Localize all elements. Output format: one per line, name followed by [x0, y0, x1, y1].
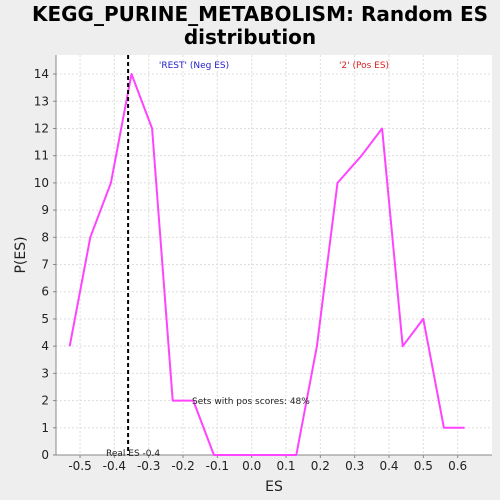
y-tick-label: 12: [34, 121, 49, 135]
y-tick-label: 0: [41, 448, 49, 462]
pos-scores-label: Sets with pos scores: 48%: [192, 397, 310, 407]
x-tick-label: -0.3: [137, 459, 160, 473]
x-tick-label: -0.5: [68, 459, 91, 473]
x-tick-label: 0.2: [311, 459, 330, 473]
y-tick-label: 11: [34, 149, 49, 163]
x-tick-label: 0.6: [448, 459, 467, 473]
chart-title-line1: KEGG_PURINE_METABOLISM: Random ES: [32, 2, 488, 26]
x-tick-label: -0.2: [171, 459, 194, 473]
x-tick-label: 0.3: [345, 459, 364, 473]
x-tick-label: 0.5: [414, 459, 433, 473]
y-tick-label: 4: [41, 339, 49, 353]
real-es-label: Real ES -0.4: [106, 449, 160, 459]
y-tick-label: 7: [41, 258, 49, 272]
y-tick-label: 5: [41, 312, 49, 326]
y-axis-label: P(ES): [13, 236, 29, 273]
y-tick-label: 2: [41, 394, 49, 408]
x-axis-label: ES: [265, 479, 283, 495]
y-tick-label: 10: [34, 176, 49, 190]
y-tick-label: 8: [41, 230, 49, 244]
y-tick-label: 3: [41, 366, 49, 380]
x-tick-label: 0.1: [276, 459, 295, 473]
y-tick-label: 14: [34, 67, 49, 81]
y-tick-label: 9: [41, 203, 49, 217]
x-tick-label: -0.1: [206, 459, 229, 473]
x-tick-label: 0.0: [242, 459, 261, 473]
y-tick-label: 1: [41, 421, 49, 435]
chart-title-line2: distribution: [184, 25, 316, 49]
y-tick-label: 6: [41, 285, 49, 299]
pos-es-label: '2' (Pos ES): [339, 61, 389, 71]
neg-es-label: 'REST' (Neg ES): [159, 61, 229, 71]
x-tick-label: 0.4: [379, 459, 398, 473]
plot-area: [56, 55, 492, 455]
x-tick-label: -0.4: [103, 459, 126, 473]
y-tick-label: 13: [34, 94, 49, 108]
